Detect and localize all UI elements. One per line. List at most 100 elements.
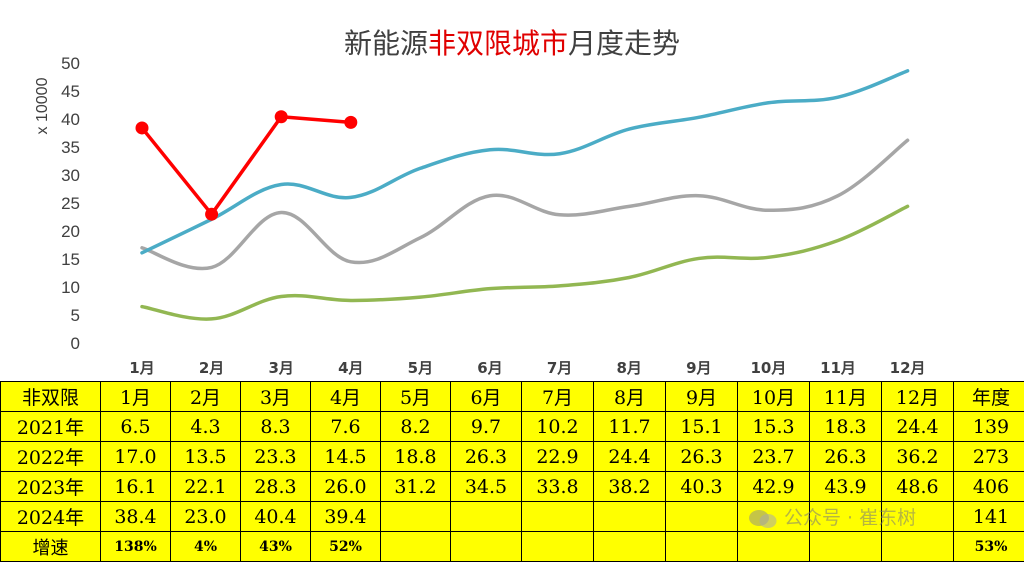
- watermark-text: 公众号 · 崔东树: [784, 507, 916, 529]
- data-point-2024: [275, 110, 288, 123]
- table-cell: 38.4: [101, 502, 171, 532]
- table-cell: 42.9: [738, 472, 810, 502]
- y-tick-label: 5: [71, 306, 80, 325]
- table-header-cell: 4月: [311, 382, 381, 412]
- table-cell: [810, 532, 882, 562]
- y-tick-label: 15: [61, 250, 80, 269]
- table-cell: 24.4: [882, 412, 954, 442]
- table-header-cell: 9月: [666, 382, 738, 412]
- table-row-header: 2022年: [1, 442, 101, 472]
- table-cell: 4%: [171, 532, 241, 562]
- table-cell: 33.8: [522, 472, 594, 502]
- table-cell: 28.3: [241, 472, 311, 502]
- x-tick-label: 12月: [890, 359, 926, 377]
- series-line-2021: [142, 206, 908, 319]
- table-cell: 17.0: [101, 442, 171, 472]
- table-cell: 9.7: [451, 412, 522, 442]
- table-cell: [594, 502, 666, 532]
- table-cell: 8.3: [241, 412, 311, 442]
- table-header-cell: 12月: [882, 382, 954, 412]
- x-tick-label: 6月: [477, 359, 502, 377]
- watermark: 公众号 · 崔东树: [748, 503, 916, 530]
- table-cell: 18.8: [381, 442, 451, 472]
- table-cell: [738, 532, 810, 562]
- table-header-cell: 10月: [738, 382, 810, 412]
- table-cell: 26.3: [810, 442, 882, 472]
- y-tick-label: 20: [61, 222, 80, 241]
- table-cell: 52%: [311, 532, 381, 562]
- table-cell: 31.2: [381, 472, 451, 502]
- table-cell: [882, 532, 954, 562]
- table-cell: 43.9: [810, 472, 882, 502]
- table-row-header: 2023年: [1, 472, 101, 502]
- table-cell: 43%: [241, 532, 311, 562]
- table-cell: 16.1: [101, 472, 171, 502]
- y-tick-label: 40: [61, 110, 80, 129]
- table-header-cell: 11月: [810, 382, 882, 412]
- table-header-cell: 5月: [381, 382, 451, 412]
- table-header-cell: 非双限: [1, 382, 101, 412]
- table-cell: 15.3: [738, 412, 810, 442]
- x-tick-label: 3月: [268, 359, 293, 377]
- x-tick-label: 11月: [820, 359, 856, 377]
- table-cell: 48.6: [882, 472, 954, 502]
- table-header-cell: 年度: [954, 382, 1024, 412]
- table-cell: 141: [954, 502, 1024, 532]
- table-cell: 40.3: [666, 472, 738, 502]
- table-cell: 40.4: [241, 502, 311, 532]
- table-row-header: 2021年: [1, 412, 101, 442]
- table-cell: 406: [954, 472, 1024, 502]
- x-tick-label: 4月: [338, 359, 363, 377]
- x-tick-label: 7月: [547, 359, 572, 377]
- table-cell: 26.3: [451, 442, 522, 472]
- table-header-cell: 8月: [594, 382, 666, 412]
- data-point-2024: [344, 116, 357, 129]
- x-tick-label: 2月: [199, 359, 224, 377]
- table-cell: 13.5: [171, 442, 241, 472]
- table-cell: 139: [954, 412, 1024, 442]
- y-axis-label: x 10000: [34, 77, 51, 134]
- table-cell: 8.2: [381, 412, 451, 442]
- table-cell: 24.4: [594, 442, 666, 472]
- x-tick-label: 5月: [408, 359, 433, 377]
- table-cell: 18.3: [810, 412, 882, 442]
- y-tick-label: 45: [61, 82, 80, 101]
- table-cell: [522, 532, 594, 562]
- table-cell: 273: [954, 442, 1024, 472]
- table-header-cell: 7月: [522, 382, 594, 412]
- table-cell: [381, 532, 451, 562]
- table-cell: 26.0: [311, 472, 381, 502]
- table-cell: 26.3: [666, 442, 738, 472]
- x-tick-label: 9月: [686, 359, 711, 377]
- table-cell: 38.2: [594, 472, 666, 502]
- table-cell: 34.5: [451, 472, 522, 502]
- y-tick-label: 50: [61, 54, 80, 73]
- table-cell: 23.7: [738, 442, 810, 472]
- table-cell: 6.5: [101, 412, 171, 442]
- table-header-cell: 1月: [101, 382, 171, 412]
- y-tick-label: 10: [61, 278, 80, 297]
- table-cell: 10.2: [522, 412, 594, 442]
- table-cell: 39.4: [311, 502, 381, 532]
- table-cell: [451, 532, 522, 562]
- y-tick-label: 25: [61, 194, 80, 213]
- table-cell: 36.2: [882, 442, 954, 472]
- data-point-2024: [136, 121, 149, 134]
- x-tick-label: 10月: [750, 359, 786, 377]
- series-line-2022: [142, 140, 908, 268]
- wechat-icon: [748, 508, 778, 530]
- x-tick-label: 1月: [129, 359, 154, 377]
- table-cell: 22.1: [171, 472, 241, 502]
- table-cell: 23.3: [241, 442, 311, 472]
- table-header-cell: 3月: [241, 382, 311, 412]
- table-cell: [594, 532, 666, 562]
- table-cell: 23.0: [171, 502, 241, 532]
- table-cell: [666, 532, 738, 562]
- y-tick-label: 0: [71, 334, 80, 353]
